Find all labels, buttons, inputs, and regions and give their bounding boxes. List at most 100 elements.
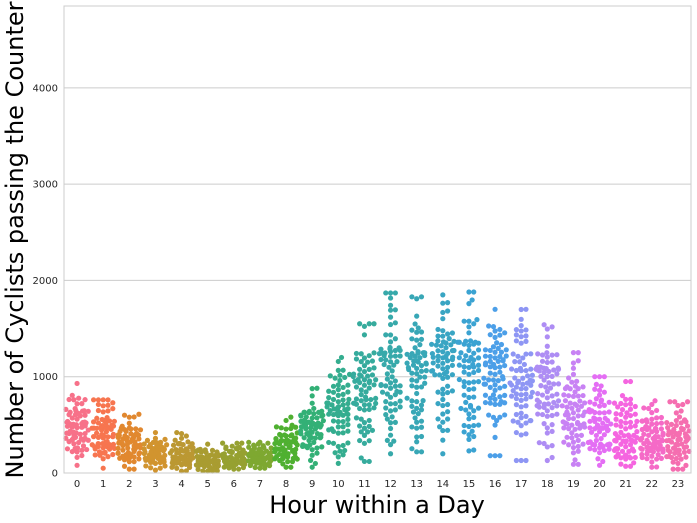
- data-point: [99, 416, 105, 423]
- data-point: [569, 379, 575, 385]
- data-point: [466, 423, 472, 430]
- data-point: [335, 443, 341, 450]
- data-point: [104, 438, 110, 445]
- data-point: [497, 369, 503, 375]
- data-point: [549, 393, 555, 399]
- data-point: [652, 433, 658, 440]
- data-point: [345, 422, 351, 428]
- data-point: [136, 450, 143, 456]
- data-point: [507, 380, 513, 386]
- data-point: [440, 328, 446, 334]
- data-point: [652, 425, 659, 432]
- data-point: [555, 365, 561, 371]
- data-point: [387, 420, 394, 426]
- data-point: [440, 366, 446, 372]
- data-point: [575, 448, 581, 454]
- data-point: [366, 458, 372, 465]
- data-point: [200, 468, 206, 474]
- data-point: [659, 437, 665, 443]
- data-point: [440, 333, 446, 339]
- data-point: [115, 450, 121, 456]
- data-point: [246, 444, 252, 450]
- data-point: [518, 432, 524, 438]
- data-point: [418, 424, 425, 430]
- data-point: [466, 364, 472, 371]
- data-point: [549, 443, 555, 449]
- data-point: [615, 404, 621, 410]
- data-point: [523, 391, 529, 397]
- data-point: [415, 411, 421, 417]
- data-point: [529, 389, 535, 396]
- data-point: [404, 395, 410, 401]
- data-point: [498, 341, 505, 348]
- data-point: [414, 434, 420, 440]
- data-point: [572, 383, 578, 389]
- data-point: [665, 443, 671, 450]
- data-point: [466, 318, 472, 324]
- data-point: [683, 444, 690, 450]
- data-point: [74, 445, 81, 451]
- data-point: [528, 394, 534, 400]
- data-point: [673, 455, 679, 462]
- data-point: [623, 426, 629, 432]
- data-point: [518, 386, 524, 392]
- data-point: [260, 443, 266, 449]
- data-point: [619, 393, 626, 399]
- data-point: [482, 399, 489, 406]
- data-point: [596, 374, 603, 380]
- data-point: [227, 454, 234, 460]
- data-point: [110, 400, 116, 406]
- data-point: [371, 321, 377, 327]
- x-tick-label: 3: [152, 479, 158, 490]
- data-point: [409, 446, 415, 452]
- y-tick-label: 3000: [33, 180, 58, 191]
- data-point: [639, 418, 645, 424]
- data-point: [280, 461, 286, 467]
- data-point: [443, 345, 449, 351]
- data-point: [490, 377, 497, 383]
- data-point: [121, 463, 128, 469]
- data-point: [564, 434, 570, 440]
- data-point: [562, 398, 569, 404]
- data-point: [387, 451, 394, 457]
- data-point: [361, 323, 368, 329]
- data-point: [567, 400, 573, 406]
- data-point: [273, 435, 279, 442]
- data-point: [397, 383, 403, 389]
- data-point: [283, 426, 289, 432]
- data-point: [309, 415, 315, 421]
- data-point: [486, 377, 492, 383]
- data-point: [414, 399, 420, 405]
- data-point: [418, 368, 425, 374]
- data-point: [667, 399, 673, 405]
- data-point: [79, 401, 85, 407]
- data-point: [523, 385, 529, 392]
- x-tick-label: 10: [332, 479, 345, 490]
- data-point: [497, 414, 503, 420]
- data-point: [675, 460, 681, 466]
- data-point: [314, 431, 321, 437]
- data-point: [528, 366, 534, 372]
- data-point: [394, 359, 400, 365]
- data-point: [641, 405, 647, 411]
- data-point: [466, 394, 472, 401]
- data-point: [330, 383, 337, 389]
- x-tick-labels: 0 1 2 3 4 5 6 7 8 9 10 11 12 13 14 15 16 17 18 19 20 21 22 23: [74, 479, 684, 490]
- data-point: [675, 402, 681, 409]
- data-point: [497, 385, 503, 391]
- data-point: [221, 464, 227, 470]
- data-point: [623, 463, 629, 469]
- data-point: [467, 402, 474, 409]
- data-point: [649, 459, 655, 465]
- data-point: [569, 430, 575, 436]
- data-point: [292, 454, 298, 460]
- data-point: [497, 453, 503, 459]
- data-point: [342, 374, 348, 381]
- data-point: [357, 366, 363, 372]
- data-point: [566, 375, 572, 381]
- data-point: [544, 413, 550, 419]
- data-point: [91, 425, 97, 431]
- data-point: [670, 459, 676, 465]
- data-point: [520, 381, 526, 387]
- data-point: [686, 428, 692, 434]
